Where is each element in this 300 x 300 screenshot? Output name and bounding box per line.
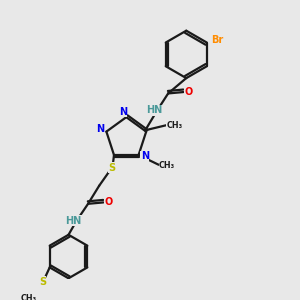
Text: N: N [119,106,127,117]
Text: HN: HN [65,216,82,226]
Text: CH₃: CH₃ [159,161,175,170]
Text: CH₃: CH₃ [20,294,36,300]
Text: HN: HN [146,105,162,115]
Text: N: N [141,152,149,161]
Text: S: S [109,163,116,173]
Text: Br: Br [211,35,224,45]
Text: O: O [185,87,193,97]
Text: S: S [39,277,46,287]
Text: CH₃: CH₃ [167,121,183,130]
Text: N: N [96,124,104,134]
Text: O: O [105,197,113,207]
